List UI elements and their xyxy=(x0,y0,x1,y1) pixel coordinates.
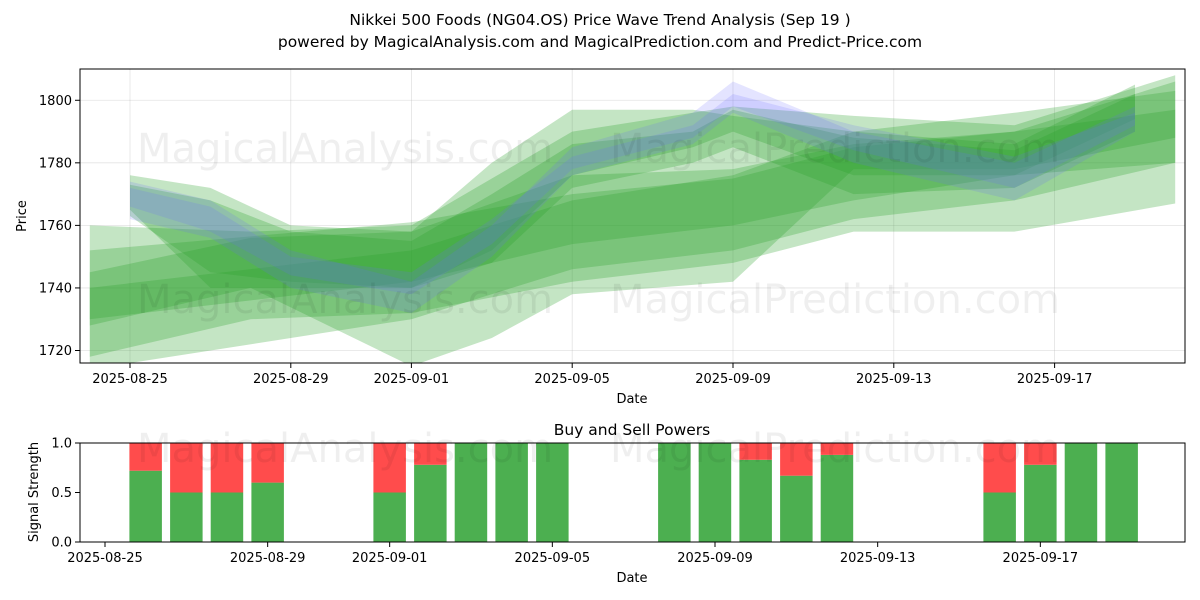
signal-x-ticks: 2025-08-25 2025-08-29 2025-09-01 2025-09-05… xyxy=(67,542,1078,566)
sell-bar-4 xyxy=(373,443,406,493)
signal-x-tick-label-5: 2025-09-13 xyxy=(840,551,916,566)
buy-bar-1 xyxy=(170,492,203,542)
signal-bars xyxy=(129,443,1138,542)
sell-bar-14 xyxy=(983,443,1016,493)
price-chart: MagicalAnalysis.com MagicalPrediction.co… xyxy=(15,68,1186,407)
signal-x-tick-label-6: 2025-09-17 xyxy=(1003,551,1079,566)
sell-bar-12 xyxy=(780,443,813,476)
signal-chart-title: Buy and Sell Powers xyxy=(554,421,711,439)
price-x-tick-label-2: 2025-09-01 xyxy=(374,372,450,387)
buy-bar-2 xyxy=(210,492,244,542)
price-x-ticks: 2025-08-25 2025-08-29 2025-09-01 2025-09-05… xyxy=(92,363,1092,387)
signal-x-tick-label-4: 2025-09-09 xyxy=(677,551,753,566)
buy-bar-10 xyxy=(698,443,732,542)
buy-bar-15 xyxy=(1024,464,1057,542)
signal-y-ticks: 0.0 0.5 1.0 xyxy=(51,437,80,551)
buy-bar-8 xyxy=(536,443,569,542)
price-plot-frame xyxy=(79,68,1186,364)
chart-title: Nikkei 500 Foods (NG04.OS) Price Wave Tr… xyxy=(349,11,850,29)
price-x-tick-label-0: 2025-08-25 xyxy=(92,372,168,387)
sell-bar-3 xyxy=(251,443,284,483)
price-y-tick-label-4: 1800 xyxy=(39,94,72,109)
signal-y-axis-title: Signal Strength xyxy=(27,442,42,542)
buy-bar-6 xyxy=(454,443,488,542)
signal-x-tick-label-0: 2025-08-25 xyxy=(67,551,143,566)
price-x-tick-label-4: 2025-09-09 xyxy=(695,372,771,387)
signal-x-tick-label-1: 2025-08-29 xyxy=(230,551,306,566)
price-y-tick-label-2: 1760 xyxy=(39,219,72,234)
price-y-ticks: 1720 1740 1760 1780 1800 xyxy=(39,94,80,359)
watermark-prediction-bottom: MagicalPrediction.com xyxy=(610,426,1060,472)
signal-chart: Buy and Sell Powers MagicalAnalysis.com … xyxy=(27,421,1186,586)
sell-bar-15 xyxy=(1024,443,1057,465)
buy-bar-13 xyxy=(820,454,854,542)
price-wave-bands xyxy=(89,75,1176,363)
signal-x-tick-label-3: 2025-09-05 xyxy=(515,551,591,566)
price-y-tick-label-1: 1740 xyxy=(39,281,72,296)
sell-bar-5 xyxy=(414,443,447,465)
watermark-prediction-top: MagicalPrediction.com xyxy=(610,126,1060,172)
price-band-5 xyxy=(130,94,1135,288)
price-y-axis-title: Price xyxy=(15,200,30,232)
signal-x-tick-label-2: 2025-09-01 xyxy=(352,551,428,566)
watermark-analysis-bottom: MagicalAnalysis.com xyxy=(137,426,553,472)
price-y-tick-label-3: 1780 xyxy=(39,156,72,171)
price-band-4 xyxy=(130,84,1135,288)
buy-bar-5 xyxy=(414,464,447,542)
price-x-tick-label-5: 2025-09-13 xyxy=(856,372,932,387)
buy-bar-9 xyxy=(658,443,691,542)
signal-x-axis-title: Date xyxy=(616,571,647,586)
sell-bar-11 xyxy=(739,443,772,460)
sell-bar-2 xyxy=(210,443,244,493)
buy-bar-4 xyxy=(373,492,406,542)
price-x-tick-label-1: 2025-08-29 xyxy=(253,372,329,387)
sell-bar-1 xyxy=(170,443,203,493)
price-x-tick-label-3: 2025-09-05 xyxy=(534,372,610,387)
buy-bar-0 xyxy=(129,470,162,542)
chart-subtitle: powered by MagicalAnalysis.com and Magic… xyxy=(278,33,922,51)
price-grid xyxy=(80,69,1185,363)
buy-bar-11 xyxy=(739,459,772,542)
watermark-analysis-top: MagicalAnalysis.com xyxy=(137,126,553,172)
watermark-prediction-middle: MagicalPrediction.com xyxy=(610,277,1060,323)
watermark-analysis-middle: MagicalAnalysis.com xyxy=(137,277,553,323)
price-band-0 xyxy=(89,81,1176,320)
signal-y-tick-label-0: 0.0 xyxy=(51,536,72,551)
price-band-2 xyxy=(89,109,1176,357)
price-band-3 xyxy=(89,75,1176,363)
price-x-tick-label-6: 2025-09-17 xyxy=(1017,372,1093,387)
buy-bar-17 xyxy=(1105,443,1138,542)
price-band-7 xyxy=(130,94,1135,295)
price-x-axis-title: Date xyxy=(616,392,647,407)
buy-bar-12 xyxy=(780,475,813,542)
signal-y-tick-label-2: 1.0 xyxy=(51,437,72,452)
buy-bar-14 xyxy=(983,492,1016,542)
price-y-tick-label-0: 1720 xyxy=(39,344,72,359)
signal-y-tick-label-1: 0.5 xyxy=(51,486,72,501)
buy-bar-7 xyxy=(495,443,528,542)
price-band-6 xyxy=(130,81,1135,313)
buy-bar-3 xyxy=(251,482,284,542)
sell-bar-13 xyxy=(820,443,854,455)
buy-bar-16 xyxy=(1064,443,1098,542)
price-band-1 xyxy=(89,90,1176,363)
sell-bar-0 xyxy=(129,443,162,471)
